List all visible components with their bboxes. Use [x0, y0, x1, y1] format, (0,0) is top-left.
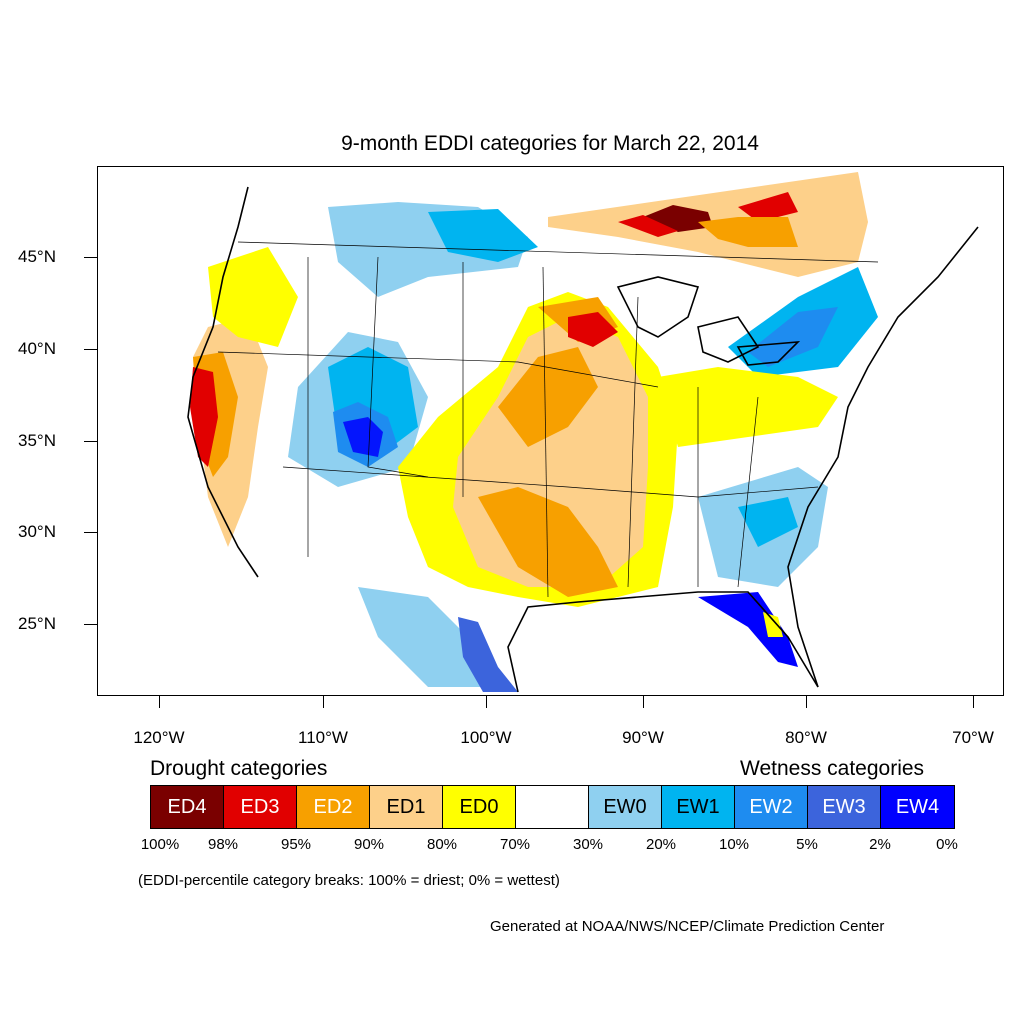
- percentile-label: 98%: [207, 836, 239, 853]
- map-canvas: [187, 172, 979, 693]
- percentile-label: 95%: [280, 836, 312, 853]
- lon-label-90: 90°W: [622, 728, 664, 747]
- region-plains-ed2: [478, 297, 618, 597]
- state-borders: [217, 241, 879, 598]
- percentile-label: 5%: [796, 836, 818, 853]
- legend-box-ed3: ED3: [224, 786, 297, 828]
- lon-tick: [643, 696, 644, 708]
- lon-tick: [973, 696, 974, 708]
- lat-label-45: 45°N: [18, 247, 56, 266]
- legend-box-ew3: EW3: [808, 786, 881, 828]
- region-colorado-ew4: [343, 417, 383, 457]
- legend-note: (EDDI-percentile category breaks: 100% =…: [138, 872, 560, 889]
- region-canada-ed3: [618, 192, 798, 237]
- legend-colorbar: ED4 ED3 ED2 ED1 ED0 EW0 EW1 EW2 EW3 EW4: [150, 785, 955, 829]
- map-title: 9-month EDDI categories for March 22, 20…: [341, 132, 759, 155]
- pacific-coast: [187, 186, 259, 578]
- region-canada-ed4: [643, 205, 713, 232]
- lat-tick: [84, 441, 97, 442]
- region-east-ed0: [658, 367, 838, 447]
- region-westcoast-ed3: [190, 367, 218, 467]
- coastlines: [187, 186, 979, 693]
- legend-box-ed2: ED2: [297, 786, 370, 828]
- gulf-coast: [507, 591, 819, 693]
- drought-heading: Drought categories: [150, 757, 328, 780]
- percentile-label: 100%: [140, 836, 180, 853]
- region-canada-ed2: [698, 217, 798, 247]
- percentile-label: 70%: [499, 836, 531, 853]
- legend-box-ew4: EW4: [881, 786, 954, 828]
- region-florida-ed0: [763, 612, 783, 637]
- lon-tick: [806, 696, 807, 708]
- lat-label-30: 30°N: [18, 522, 56, 541]
- percentile-label: 0%: [936, 836, 958, 853]
- wetness-heading: Wetness categories: [740, 757, 925, 780]
- lon-tick: [323, 696, 324, 708]
- lon-tick: [486, 696, 487, 708]
- percentile-label: 30%: [572, 836, 604, 853]
- legend-box-neutral: [516, 786, 589, 828]
- region-texas-ew3: [458, 617, 518, 692]
- legend-box-ew2: EW2: [735, 786, 808, 828]
- legend-box-ed1: ED1: [370, 786, 443, 828]
- lat-tick: [84, 257, 97, 258]
- eddi-map: [97, 166, 1004, 696]
- lon-label-100: 100°W: [460, 728, 512, 747]
- lat-tick: [84, 349, 97, 350]
- legend-box-ed0: ED0: [443, 786, 516, 828]
- great-lakes: [616, 276, 801, 366]
- lon-label-120: 120°W: [133, 728, 185, 747]
- region-florida-ew4: [698, 592, 798, 667]
- lon-tick: [159, 696, 160, 708]
- percentile-label: 2%: [869, 836, 891, 853]
- lat-tick: [84, 624, 97, 625]
- region-southeast-ew1: [738, 497, 798, 547]
- region-texas-ew0: [358, 587, 498, 687]
- atlantic-coast: [787, 226, 979, 688]
- region-northeast-ew2: [748, 307, 838, 367]
- legend-box-ed4: ED4: [151, 786, 224, 828]
- lat-label-40: 40°N: [18, 339, 56, 358]
- region-oregon-ed0: [208, 247, 298, 347]
- credit-text: Generated at NOAA/NWS/NCEP/Climate Predi…: [490, 918, 885, 935]
- percentile-label: 90%: [353, 836, 385, 853]
- lat-label-35: 35°N: [18, 431, 56, 450]
- lat-tick: [84, 532, 97, 533]
- legend-box-ew1: EW1: [662, 786, 735, 828]
- percentile-label: 80%: [426, 836, 458, 853]
- region-wisconsin-ed3: [568, 312, 618, 347]
- lon-label-110: 110°W: [298, 728, 348, 747]
- category-shading: [190, 172, 878, 692]
- percentile-label: 20%: [645, 836, 677, 853]
- lon-label-70: 70°W: [952, 728, 994, 747]
- lat-label-25: 25°N: [18, 614, 56, 633]
- lon-label-80: 80°W: [785, 728, 827, 747]
- legend-box-ew0: EW0: [589, 786, 662, 828]
- percentile-label: 10%: [718, 836, 750, 853]
